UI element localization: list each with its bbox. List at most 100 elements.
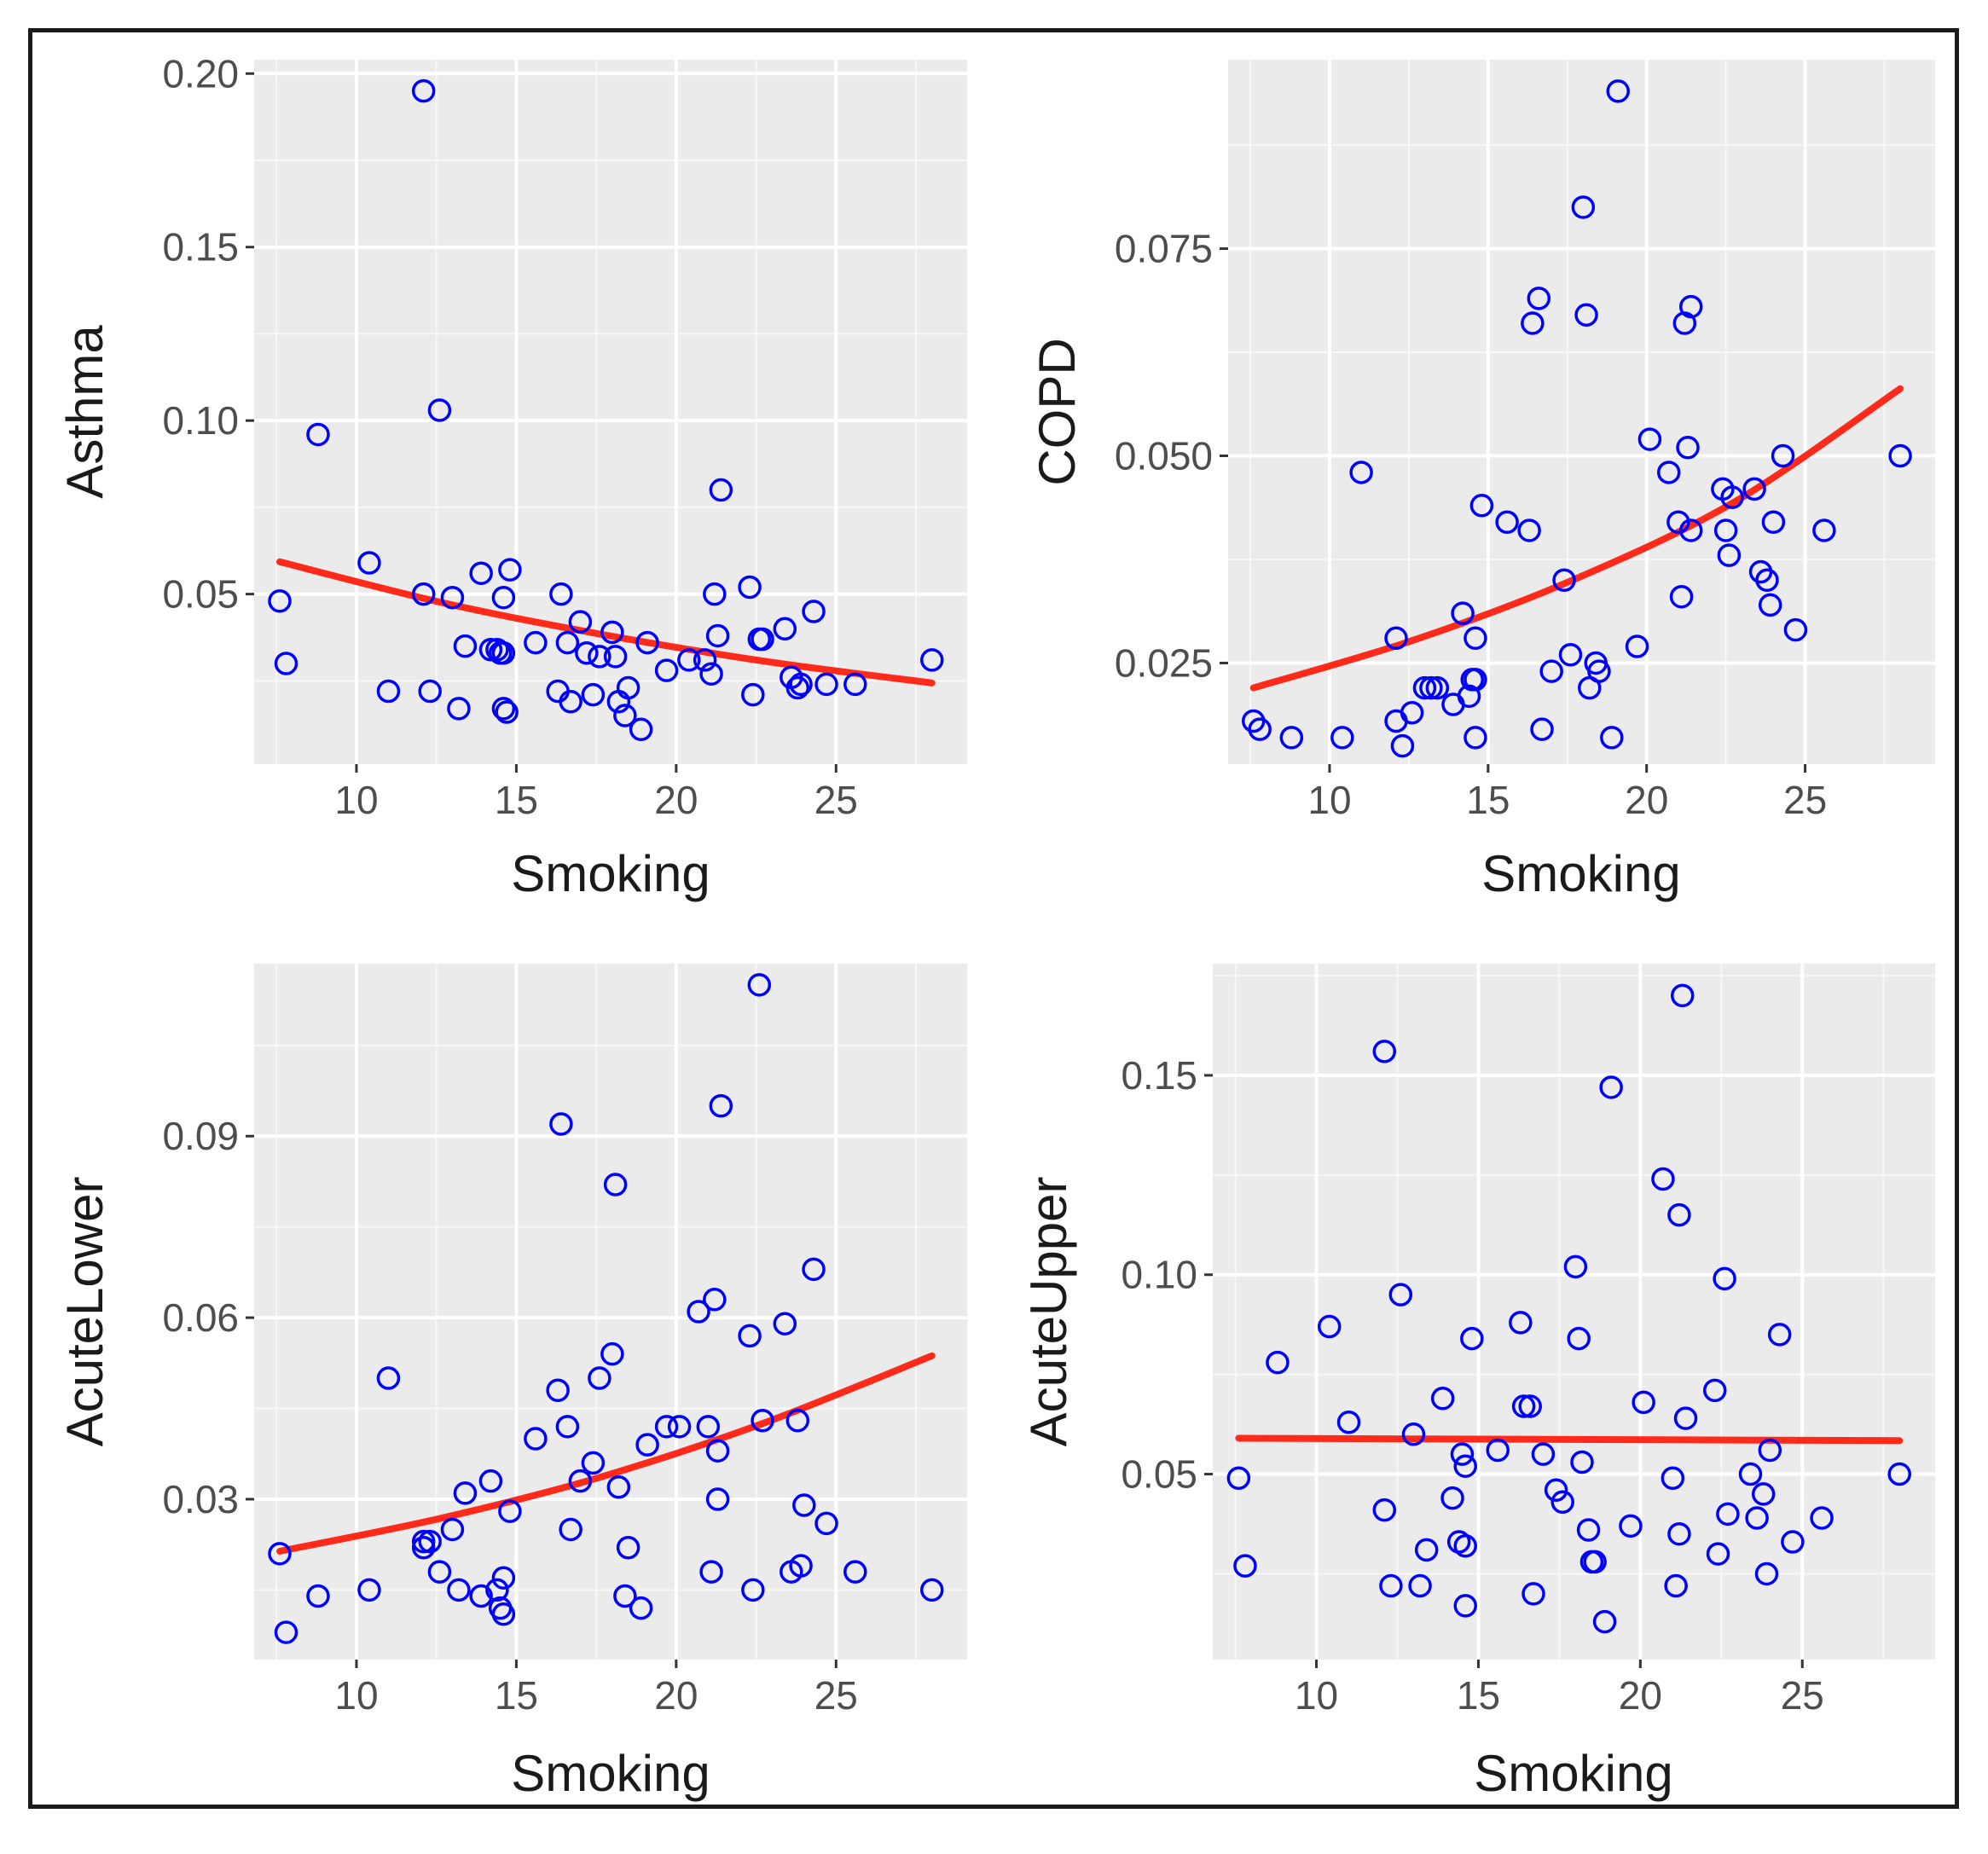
data-point (606, 1475, 631, 1499)
data-point (1567, 1326, 1591, 1351)
data-point (1419, 675, 1443, 700)
data-point (469, 561, 493, 585)
data-point (588, 1366, 611, 1390)
data-point (1758, 1438, 1782, 1463)
data-point (629, 717, 653, 742)
x-tick-label: 10 (334, 1673, 378, 1718)
data-point (751, 1408, 774, 1433)
data-point (418, 679, 442, 704)
data-point (447, 697, 471, 721)
data-point (1453, 1533, 1478, 1558)
data-point (1661, 1466, 1685, 1490)
data-point (453, 634, 478, 658)
data-point (603, 645, 628, 669)
data-point (1372, 1040, 1397, 1063)
data-point (524, 630, 548, 655)
data-point (1632, 1390, 1655, 1415)
data-point (1656, 461, 1681, 484)
data-point (741, 682, 765, 707)
data-point (1587, 659, 1611, 683)
data-point (1637, 427, 1662, 451)
panel-asthma: 10 15 20 25 0.05 0.10 0.15 0.20 Smoking Asthma (56, 51, 967, 902)
data-point (1888, 443, 1912, 468)
data-point (613, 1584, 637, 1608)
data-point (495, 700, 519, 724)
data-point (616, 675, 640, 700)
y-axis-title: Asthma (56, 325, 113, 499)
plot-background (254, 964, 967, 1660)
data-point (268, 1542, 292, 1566)
data-point (1460, 1326, 1484, 1351)
data-point (1812, 519, 1836, 542)
data-point (274, 652, 298, 675)
data-point (1401, 1422, 1426, 1446)
y-axis-title: AcuteUpper (1020, 1177, 1077, 1447)
data-point (555, 630, 580, 655)
data-point (1781, 1530, 1805, 1554)
data-point (411, 1529, 436, 1554)
data-point (1664, 1573, 1688, 1598)
data-point (1810, 1506, 1834, 1530)
data-point (1450, 1442, 1475, 1466)
data-point (1887, 1462, 1911, 1486)
data-point (268, 589, 292, 613)
data-point (693, 648, 717, 672)
data-point (1745, 1506, 1769, 1530)
data-point (635, 630, 659, 655)
data-point (546, 1378, 570, 1402)
y-tick-label: 0.075 (1115, 227, 1213, 271)
data-point (524, 1427, 548, 1451)
y-axis-title: COPD (1029, 338, 1086, 485)
data-point (1667, 1202, 1691, 1227)
data-point (687, 1300, 710, 1324)
points-group (268, 78, 944, 742)
data-point (1248, 717, 1272, 741)
data-point (814, 672, 838, 697)
data-point (1453, 1594, 1478, 1618)
data-point (1767, 1323, 1792, 1347)
data-point (559, 690, 582, 714)
data-point (629, 1596, 653, 1620)
data-point (357, 551, 381, 575)
data-point (427, 398, 452, 422)
data-point (1279, 726, 1304, 750)
data-point (1599, 1075, 1623, 1099)
data-point (1751, 1482, 1776, 1506)
fit-line-group (275, 558, 936, 687)
axes: 10 15 20 25 0.025 0.050 0.075 (1115, 227, 1827, 822)
data-point (1495, 510, 1519, 534)
data-point (1673, 1406, 1698, 1430)
data-point (1717, 543, 1742, 567)
data-point (1509, 1311, 1533, 1335)
axes: 10 15 20 25 0.05 0.10 0.15 (1121, 1053, 1823, 1718)
data-point (802, 1257, 826, 1282)
data-point (588, 645, 611, 669)
data-point (491, 641, 516, 665)
data-point (747, 973, 772, 997)
fit-line (275, 558, 936, 687)
gridlines (1213, 964, 1935, 1660)
data-point (1463, 726, 1487, 750)
data-point (1539, 659, 1563, 683)
data-point (568, 610, 593, 634)
data-point (1558, 642, 1583, 667)
data-point (709, 1093, 733, 1118)
data-point (1742, 477, 1766, 501)
data-point (1453, 1454, 1478, 1478)
y-tick-label: 0.09 (162, 1114, 239, 1158)
y-tick-label: 0.10 (162, 398, 239, 443)
data-point (1517, 519, 1541, 542)
data-point (1570, 1450, 1594, 1475)
y-tick-label: 0.06 (162, 1295, 239, 1340)
data-point (1511, 1394, 1536, 1418)
data-point (1414, 1538, 1439, 1562)
x-axis-title: Smoking (511, 845, 710, 902)
data-point (1702, 1378, 1727, 1403)
data-point (1330, 726, 1354, 750)
data-point (1430, 1386, 1455, 1411)
panel-acuteupper: 10 15 20 25 0.05 0.10 0.15 Smoking AcuteUpper (1020, 964, 1935, 1802)
data-point (1783, 617, 1808, 642)
x-axis-title: Smoking (1481, 845, 1680, 902)
data-point (469, 1584, 493, 1608)
